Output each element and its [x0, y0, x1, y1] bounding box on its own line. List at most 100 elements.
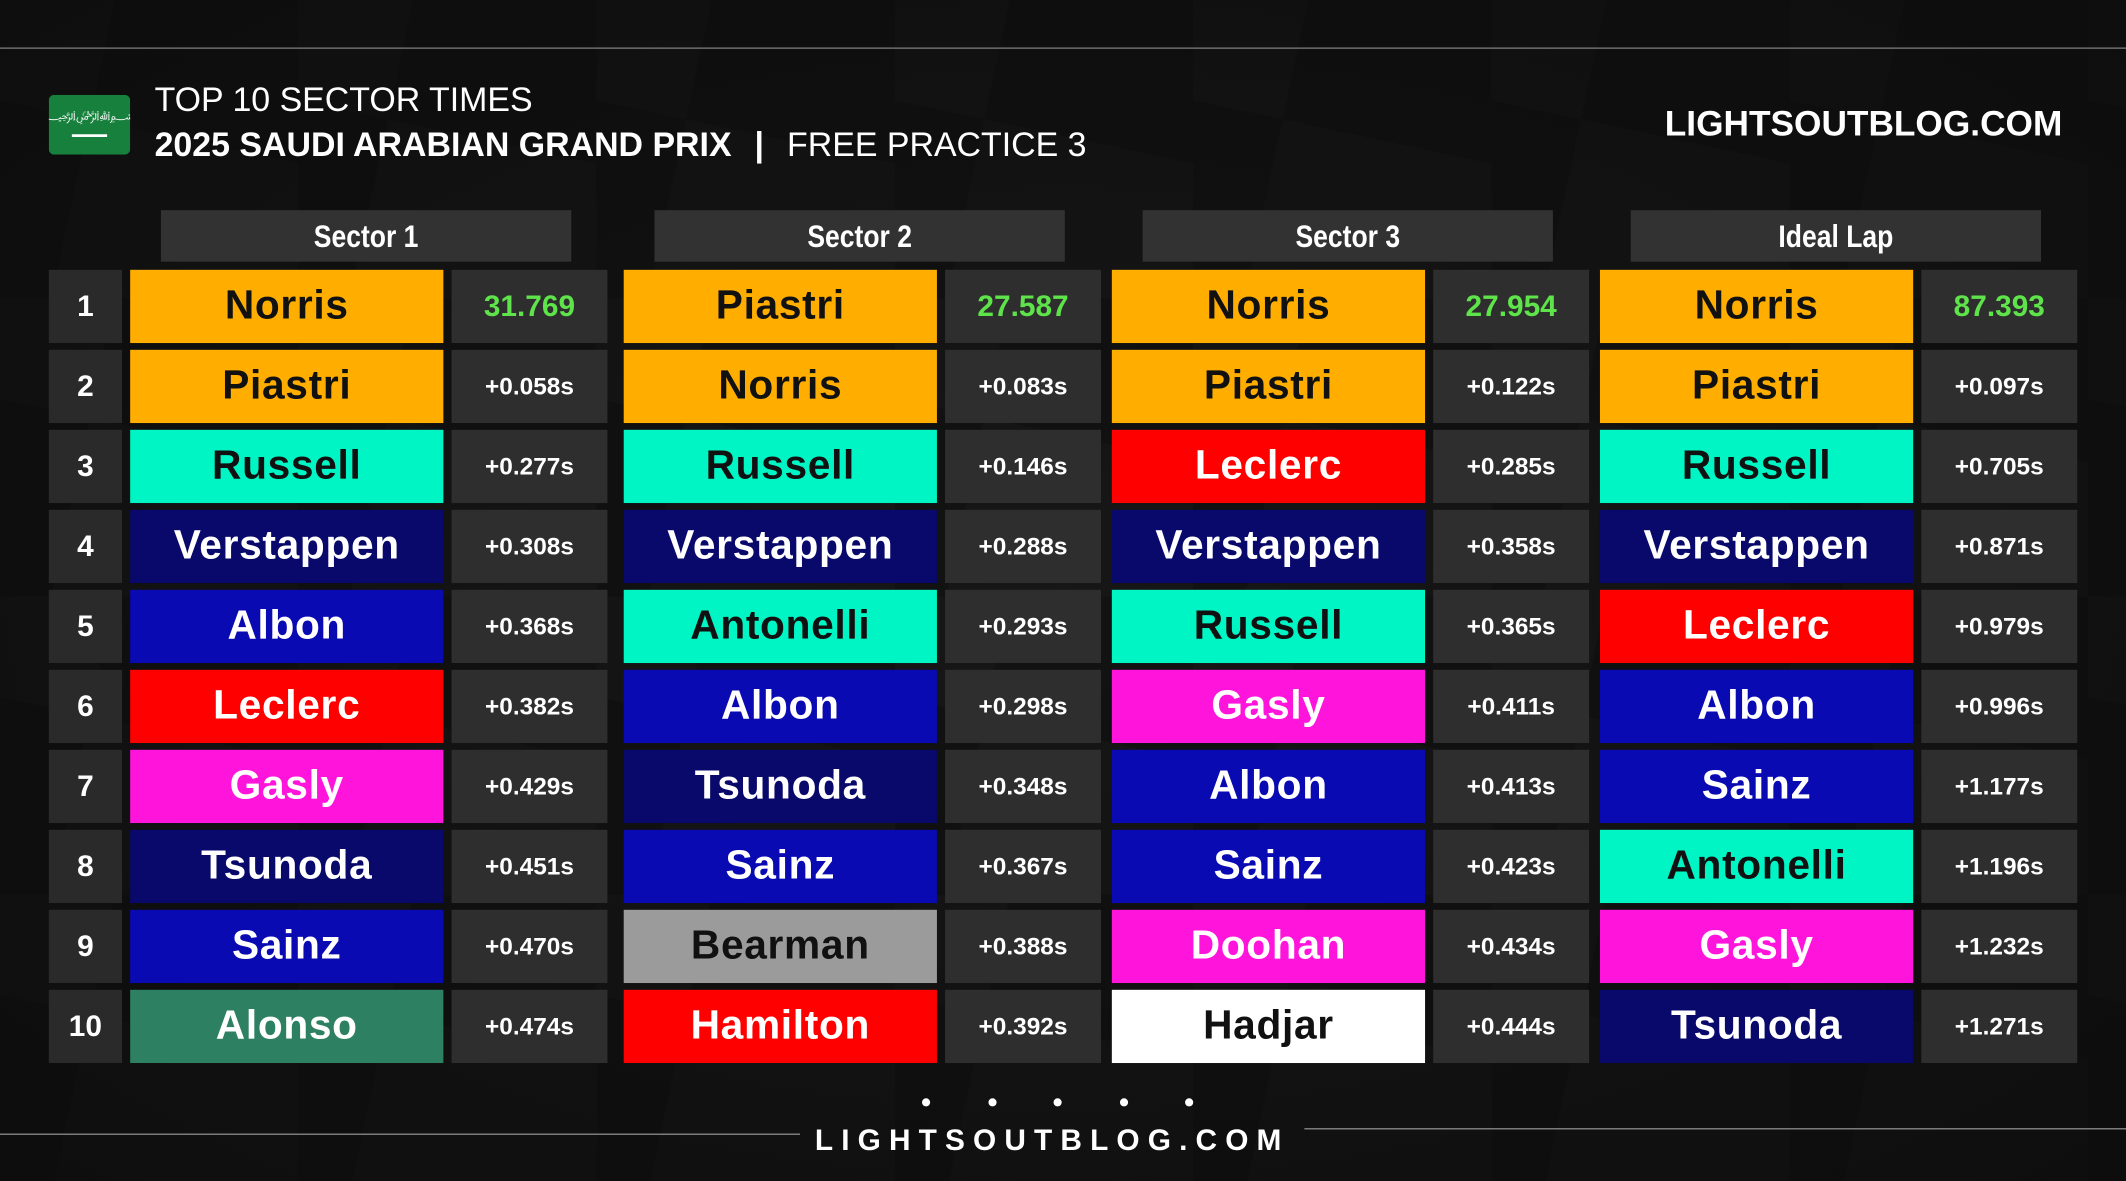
time-cell: +0.388s — [945, 909, 1101, 984]
time-cell: +0.382s — [451, 669, 608, 744]
driver-cell: Norris — [1599, 269, 1914, 344]
driver-cell: Piastri — [623, 269, 937, 344]
driver-cell: Bearman — [623, 909, 937, 984]
position: 9 — [48, 909, 123, 984]
position: 8 — [48, 829, 123, 904]
driver-cell: Russell — [1599, 429, 1914, 504]
driver-cell: Norris — [1111, 269, 1426, 344]
time-cell: +0.392s — [945, 989, 1101, 1064]
position: 5 — [48, 589, 123, 664]
time-cell: +0.277s — [451, 429, 608, 504]
position: 6 — [48, 669, 123, 744]
dot — [1053, 1098, 1062, 1107]
driver-cell: Tsunoda — [623, 749, 937, 824]
driver-cell: Tsunoda — [130, 829, 444, 904]
driver-cell: Doohan — [1111, 909, 1426, 984]
site-link[interactable]: LIGHTSOUTBLOG.COM — [1664, 103, 2063, 144]
position: 2 — [48, 349, 123, 424]
time-cell: +0.298s — [945, 669, 1101, 744]
driver-cell: Albon — [1111, 749, 1426, 824]
time-cell: +0.411s — [1433, 669, 1590, 744]
driver-cell: Norris — [130, 269, 444, 344]
driver-cell: Tsunoda — [1599, 989, 1914, 1064]
time-cell: +1.271s — [1921, 989, 2078, 1064]
time-cell: +0.429s — [451, 749, 608, 824]
time-cell: +0.474s — [451, 989, 608, 1064]
time-cell: +0.368s — [451, 589, 608, 664]
time-cell: +0.979s — [1921, 589, 2078, 664]
time-cell: +0.423s — [1433, 829, 1590, 904]
time-cell: +0.367s — [945, 829, 1101, 904]
driver-cell: Verstappen — [623, 509, 937, 584]
driver-cell: Leclerc — [1599, 589, 1914, 664]
event: 2025 SAUDI ARABIAN GRAND PRIX — [154, 126, 732, 165]
driver-cell: Verstappen — [1599, 509, 1914, 584]
time-cell: +0.434s — [1433, 909, 1590, 984]
time-cell: +0.413s — [1433, 749, 1590, 824]
time-cell: +0.470s — [451, 909, 608, 984]
dot — [1185, 1098, 1194, 1107]
time-cell: +0.308s — [451, 509, 608, 584]
driver-cell: Sainz — [1111, 829, 1426, 904]
driver-cell: Hamilton — [623, 989, 937, 1064]
driver-cell: Russell — [623, 429, 937, 504]
driver-cell: Piastri — [1111, 349, 1426, 424]
driver-cell: Russell — [1111, 589, 1426, 664]
driver-cell: Albon — [1599, 669, 1914, 744]
position: 4 — [48, 509, 123, 584]
time-cell: +0.097s — [1921, 349, 2078, 424]
driver-cell: Hadjar — [1111, 989, 1426, 1064]
separator: | — [754, 126, 765, 165]
driver-cell: Verstappen — [1111, 509, 1426, 584]
driver-cell: Albon — [130, 589, 444, 664]
driver-cell: Sainz — [623, 829, 937, 904]
position: 3 — [48, 429, 123, 504]
time-cell: 27.587 — [945, 269, 1101, 344]
dot — [922, 1098, 931, 1107]
time-cell: +0.122s — [1433, 349, 1590, 424]
flag-field — [48, 94, 131, 155]
time-cell: +0.288s — [945, 509, 1101, 584]
time-cell: +0.285s — [1433, 429, 1590, 504]
time-cell: +0.365s — [1433, 589, 1590, 664]
time-cell: 31.769 — [451, 269, 608, 344]
column-heading: Sector 1 — [160, 210, 572, 262]
column-heading: Sector 3 — [1142, 210, 1553, 262]
time-cell: +0.871s — [1921, 509, 2078, 584]
footer-rule — [0, 1133, 800, 1135]
flag: ﷽ — [48, 94, 131, 155]
time-cell: +0.996s — [1921, 669, 2078, 744]
driver-cell: Gasly — [1599, 909, 1914, 984]
time-cell: +0.146s — [945, 429, 1101, 504]
driver-cell: Norris — [623, 349, 937, 424]
time-cell: +1.232s — [1921, 909, 2078, 984]
position: 1 — [48, 269, 123, 344]
position: 7 — [48, 749, 123, 824]
time-cell: +0.293s — [945, 589, 1101, 664]
footer-site[interactable]: LIGHTSOUTBLOG.COM — [814, 1122, 1290, 1157]
driver-cell: Verstappen — [130, 509, 444, 584]
column-heading: Ideal Lap — [1630, 210, 2042, 262]
flag-script: ﷽ — [49, 108, 130, 124]
driver-cell: Antonelli — [1599, 829, 1914, 904]
driver-cell: Leclerc — [1111, 429, 1426, 504]
dot — [1119, 1098, 1128, 1107]
driver-cell: Piastri — [1599, 349, 1914, 424]
driver-cell: Russell — [130, 429, 444, 504]
top-rule — [0, 47, 2126, 49]
driver-cell: Sainz — [1599, 749, 1914, 824]
driver-cell: Leclerc — [130, 669, 444, 744]
driver-cell: Antonelli — [623, 589, 937, 664]
driver-cell: Piastri — [130, 349, 444, 424]
time-cell: +0.058s — [451, 349, 608, 424]
dot — [987, 1098, 996, 1107]
time-cell: 27.954 — [1433, 269, 1590, 344]
driver-cell: Albon — [623, 669, 937, 744]
driver-cell: Gasly — [1111, 669, 1426, 744]
time-cell: +0.444s — [1433, 989, 1590, 1064]
driver-cell: Alonso — [130, 989, 444, 1064]
session: FREE PRACTICE 3 — [787, 126, 1087, 165]
time-cell: +0.705s — [1921, 429, 2078, 504]
